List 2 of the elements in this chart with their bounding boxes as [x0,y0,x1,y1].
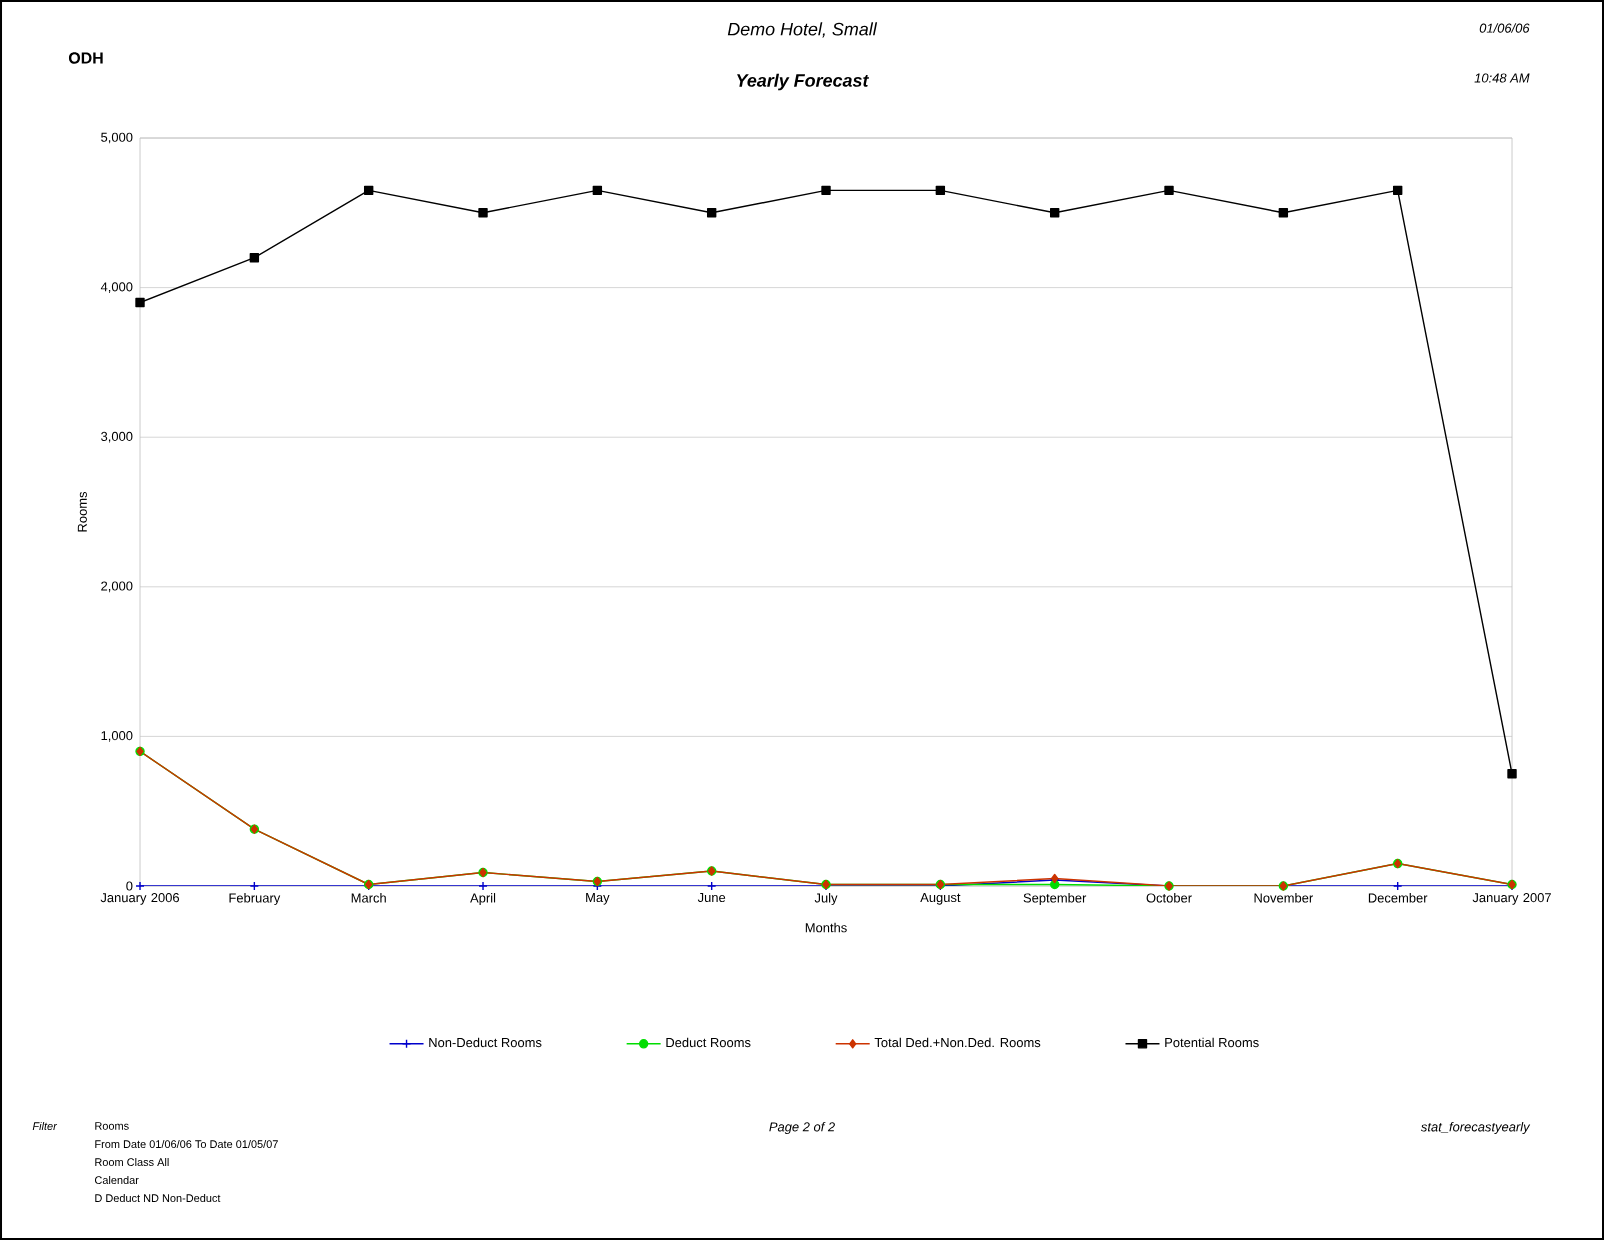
chart-subtitle: Demo Hotel, Small [727,22,878,38]
chart-title: Yearly Forecast [737,73,870,91]
